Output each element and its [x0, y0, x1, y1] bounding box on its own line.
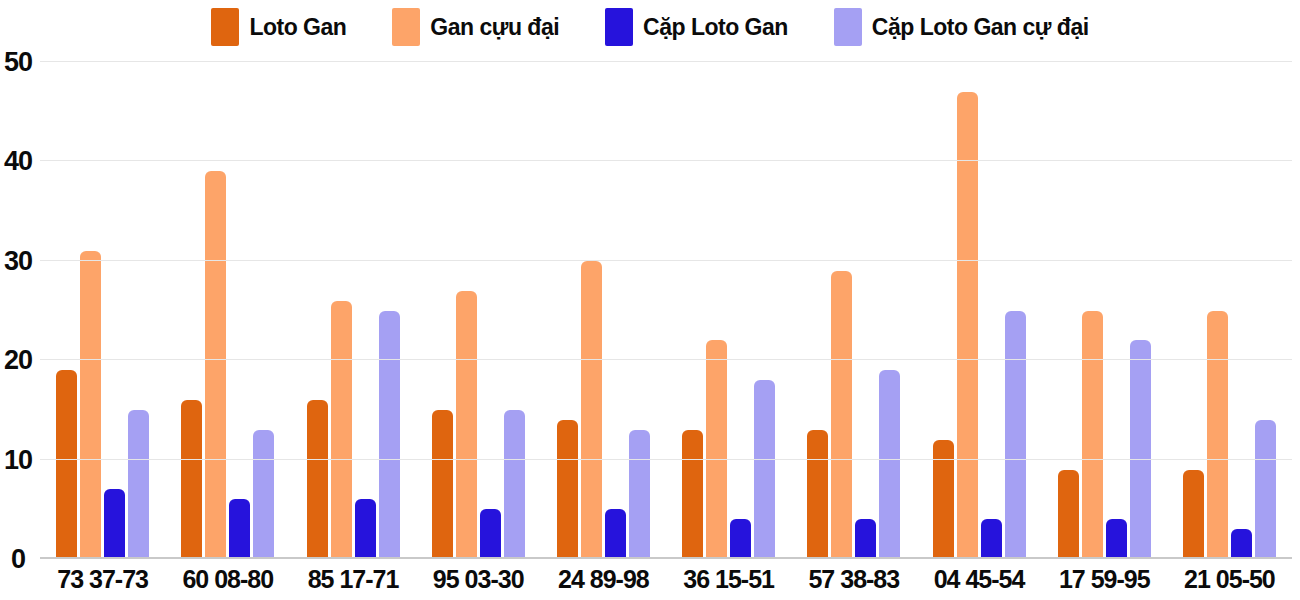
- bar-group-2: [165, 62, 290, 559]
- bar-cap-loto-gan-cu-dai[interactable]: [379, 311, 400, 560]
- bar-cap-loto-gan-cu-dai[interactable]: [1130, 340, 1151, 559]
- bar-groups: [40, 62, 1292, 559]
- x-axis-line: [40, 557, 1292, 559]
- bar-group-4: [416, 62, 541, 559]
- bar-gan-cuu-dai[interactable]: [831, 271, 852, 559]
- bar-cap-loto-gan[interactable]: [355, 499, 376, 559]
- bar-group-10: [1167, 62, 1292, 559]
- bar-gan-cuu-dai[interactable]: [205, 171, 226, 559]
- bar-cap-loto-gan-cu-dai[interactable]: [879, 370, 900, 559]
- x-axis-label: 04 45-54: [916, 564, 1041, 594]
- bar-cap-loto-gan-cu-dai[interactable]: [1255, 420, 1276, 559]
- legend-item-cap-loto-gan[interactable]: Cặp Loto Gan: [605, 8, 788, 46]
- bar-loto-gan[interactable]: [307, 400, 328, 559]
- x-axis-label: 21 05-50: [1167, 564, 1292, 594]
- bar-gan-cuu-dai[interactable]: [80, 251, 101, 559]
- gridline-50: [40, 61, 1292, 62]
- bar-cap-loto-gan-cu-dai[interactable]: [629, 430, 650, 559]
- bar-cap-loto-gan-cu-dai[interactable]: [253, 430, 274, 559]
- grouped-bar-chart: Loto Gan Gan cựu đại Cặp Loto Gan Cặp Loto …: [0, 0, 1300, 600]
- bar-gan-cuu-dai[interactable]: [1082, 311, 1103, 560]
- bar-cap-loto-gan[interactable]: [730, 519, 751, 559]
- x-axis-label: 36 15-51: [666, 564, 791, 594]
- gridline-10: [40, 459, 1292, 460]
- bar-cap-loto-gan-cu-dai[interactable]: [1005, 311, 1026, 560]
- plot-area: 73 37-7360 08-8085 17-7195 03-3024 89-98…: [40, 62, 1292, 559]
- y-tick-label-30: 30: [0, 246, 38, 276]
- bar-gan-cuu-dai[interactable]: [456, 291, 477, 559]
- bar-gan-cuu-dai[interactable]: [957, 92, 978, 559]
- legend-swatch-icon: [211, 8, 239, 46]
- legend-item-gan-cuu-dai[interactable]: Gan cựu đại: [392, 8, 559, 46]
- x-axis-label: 24 89-98: [541, 564, 666, 594]
- bar-loto-gan[interactable]: [56, 370, 77, 559]
- y-tick-label-10: 10: [0, 445, 38, 475]
- bar-gan-cuu-dai[interactable]: [581, 261, 602, 559]
- y-tick-label-0: 0: [0, 544, 38, 574]
- bar-group-6: [666, 62, 791, 559]
- legend-swatch-icon: [605, 8, 633, 46]
- bar-loto-gan[interactable]: [557, 420, 578, 559]
- y-tick-label-20: 20: [0, 345, 38, 375]
- gridline-20: [40, 359, 1292, 360]
- bar-gan-cuu-dai[interactable]: [331, 301, 352, 559]
- bar-group-7: [791, 62, 916, 559]
- bar-cap-loto-gan[interactable]: [229, 499, 250, 559]
- legend-swatch-icon: [392, 8, 420, 46]
- bar-group-8: [916, 62, 1041, 559]
- legend-label: Cặp Loto Gan cự đại: [872, 14, 1089, 41]
- legend-label: Loto Gan: [249, 14, 346, 41]
- legend-item-loto-gan[interactable]: Loto Gan: [211, 8, 346, 46]
- gridline-30: [40, 260, 1292, 261]
- bar-cap-loto-gan[interactable]: [855, 519, 876, 559]
- x-axis-label: 73 37-73: [40, 564, 165, 594]
- x-axis-labels: 73 37-7360 08-8085 17-7195 03-3024 89-98…: [40, 564, 1292, 594]
- x-axis-label: 17 59-95: [1042, 564, 1167, 594]
- bar-group-1: [40, 62, 165, 559]
- bar-cap-loto-gan[interactable]: [981, 519, 1002, 559]
- bar-loto-gan[interactable]: [181, 400, 202, 559]
- bar-cap-loto-gan-cu-dai[interactable]: [128, 410, 149, 559]
- bar-cap-loto-gan[interactable]: [480, 509, 501, 559]
- bar-cap-loto-gan[interactable]: [605, 509, 626, 559]
- x-axis-label: 85 17-71: [290, 564, 415, 594]
- bar-cap-loto-gan[interactable]: [1231, 529, 1252, 559]
- y-tick-label-40: 40: [0, 146, 38, 176]
- x-axis-label: 95 03-30: [416, 564, 541, 594]
- legend-label: Gan cựu đại: [430, 14, 559, 41]
- y-tick-label-50: 50: [0, 47, 38, 77]
- bar-group-9: [1042, 62, 1167, 559]
- bar-group-3: [290, 62, 415, 559]
- legend-label: Cặp Loto Gan: [643, 14, 788, 41]
- x-axis-label: 57 38-83: [791, 564, 916, 594]
- x-axis-label: 60 08-80: [165, 564, 290, 594]
- bar-loto-gan[interactable]: [1183, 470, 1204, 559]
- bar-cap-loto-gan-cu-dai[interactable]: [504, 410, 525, 559]
- bar-cap-loto-gan[interactable]: [1106, 519, 1127, 559]
- legend-swatch-icon: [834, 8, 862, 46]
- bar-loto-gan[interactable]: [682, 430, 703, 559]
- bar-cap-loto-gan-cu-dai[interactable]: [754, 380, 775, 559]
- bar-loto-gan[interactable]: [807, 430, 828, 559]
- bar-loto-gan[interactable]: [1058, 470, 1079, 559]
- gridline-40: [40, 160, 1292, 161]
- legend-item-cap-loto-gan-cu-dai[interactable]: Cặp Loto Gan cự đại: [834, 8, 1089, 46]
- bar-loto-gan[interactable]: [432, 410, 453, 559]
- bar-group-5: [541, 62, 666, 559]
- bar-gan-cuu-dai[interactable]: [706, 340, 727, 559]
- bar-gan-cuu-dai[interactable]: [1207, 311, 1228, 560]
- bar-cap-loto-gan[interactable]: [104, 489, 125, 559]
- legend: Loto Gan Gan cựu đại Cặp Loto Gan Cặp Loto …: [0, 6, 1300, 48]
